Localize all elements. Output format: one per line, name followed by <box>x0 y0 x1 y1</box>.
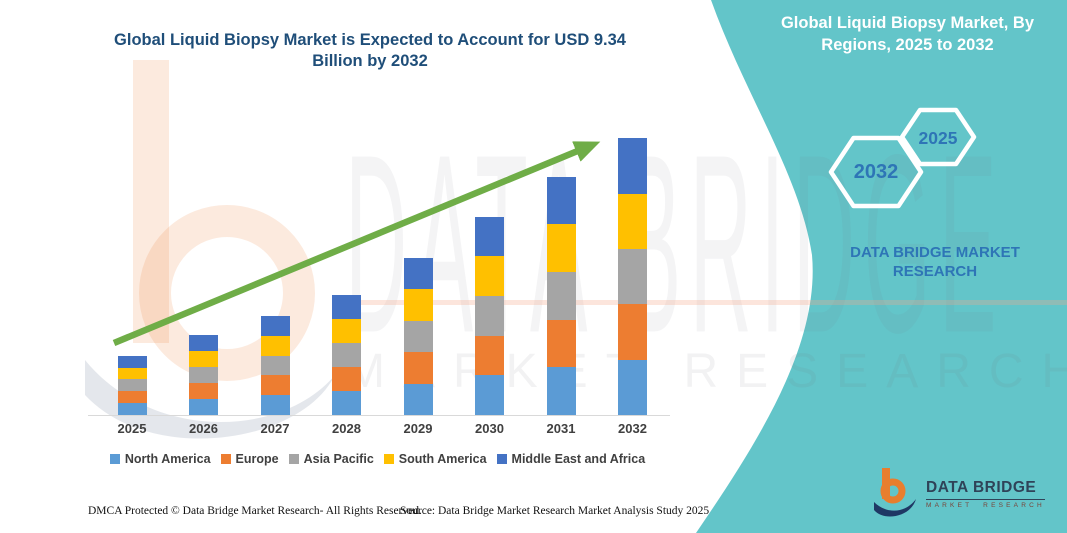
bar-segment-2027-europe <box>260 375 290 396</box>
bar-segment-2032-europe <box>618 304 647 360</box>
legend-item-asia-pacific: Asia Pacific <box>288 452 374 466</box>
bar-segment-2031-south-america <box>546 224 576 273</box>
bar-segment-2025-europe <box>117 391 147 404</box>
bar-segment-2032-north-america <box>618 359 647 415</box>
bar-segment-2026-north-america <box>189 399 218 415</box>
bar-segment-2029-south-america <box>403 289 433 321</box>
bar-segment-2030-north-america <box>475 375 504 415</box>
bar-segment-2026-asia-pacific <box>189 367 218 384</box>
legend-swatch-icon <box>496 454 507 464</box>
legend-swatch-icon <box>109 454 120 464</box>
bar-segment-2026-europe <box>189 383 218 399</box>
legend-label: Asia Pacific <box>303 452 374 466</box>
hexagon-label-2032: 2032 <box>853 161 899 183</box>
logo-subtitle: MARKET RESEARCH <box>926 502 1045 509</box>
bar-segment-2029-north-america <box>403 383 433 415</box>
bar-segment-2032-middle-east-and-africa <box>618 138 647 194</box>
logo: DATA BRIDGE MARKET RESEARCH <box>872 466 1045 522</box>
bar-segment-2028-north-america <box>332 391 361 415</box>
legend-label: Middle East and Africa <box>511 452 646 466</box>
bar-segment-2031-north-america <box>546 367 576 415</box>
footer-dmca-text: DMCA Protected © Data Bridge Market Rese… <box>88 505 422 517</box>
year-label-2027: 2027 <box>260 421 290 436</box>
bar-segment-2029-europe <box>403 352 433 384</box>
year-label-2031: 2031 <box>546 421 576 436</box>
legend-item-middle-east-and-africa: Middle East and Africa <box>496 452 646 466</box>
side-panel-title: Global Liquid Biopsy Market, By Regions,… <box>780 14 1035 54</box>
bar-segment-2028-europe <box>332 367 361 392</box>
logo-name: DATA BRIDGE <box>926 479 1045 500</box>
legend-swatch-icon <box>383 454 394 464</box>
legend-item-europe: Europe <box>220 452 279 466</box>
legend: North America Europe Asia Pacific South Ame… <box>85 452 670 466</box>
bar-segment-2028-asia-pacific <box>332 343 361 368</box>
bar-segment-2026-south-america <box>189 351 218 368</box>
year-label-2026: 2026 <box>189 421 218 436</box>
bar-segment-2030-asia-pacific <box>475 296 504 336</box>
bar-segment-2027-south-america <box>260 335 290 356</box>
year-label-2029: 2029 <box>403 421 433 436</box>
legend-item-north-america: North America <box>109 452 211 466</box>
logo-emblem-icon <box>874 468 916 517</box>
legend-swatch-icon <box>220 454 231 464</box>
bar-segment-2028-middle-east-and-africa <box>332 295 361 320</box>
bar-segment-2032-asia-pacific <box>618 248 647 305</box>
bar-segment-2030-europe <box>475 335 504 376</box>
year-label-2030: 2030 <box>475 421 504 436</box>
logo-text-block: DATA BRIDGE MARKET RESEARCH <box>926 479 1045 509</box>
legend-label: Europe <box>235 452 279 466</box>
bar-segment-2030-south-america <box>475 256 504 296</box>
bar-segment-2031-europe <box>546 319 576 368</box>
x-axis-line <box>88 415 670 416</box>
legend-label: South America <box>398 452 487 466</box>
bar-segment-2027-middle-east-and-africa <box>260 315 290 336</box>
bar-segment-2031-middle-east-and-africa <box>546 176 576 225</box>
bar-segment-2027-north-america <box>260 395 290 415</box>
bar-segment-2026-middle-east-and-africa <box>189 335 218 352</box>
year-label-2025: 2025 <box>117 421 147 436</box>
chart-title: Global Liquid Biopsy Market is Expected … <box>114 31 626 70</box>
year-label-2032: 2032 <box>618 421 647 436</box>
bar-segment-2025-middle-east-and-africa <box>117 355 147 368</box>
bar-segment-2030-middle-east-and-africa <box>475 216 504 257</box>
legend-label: North America <box>124 452 211 466</box>
bar-segment-2027-asia-pacific <box>260 355 290 376</box>
footer-source-text: Source: Data Bridge Market Research Mark… <box>400 505 710 517</box>
bar-segment-2025-asia-pacific <box>117 379 147 392</box>
year-label-2028: 2028 <box>332 421 361 436</box>
legend-swatch-icon <box>288 454 299 464</box>
bar-segment-2029-middle-east-and-africa <box>403 258 433 290</box>
bar-segment-2032-south-america <box>618 193 647 249</box>
bar-segment-2025-south-america <box>117 367 147 380</box>
bar-segment-2029-asia-pacific <box>403 320 433 353</box>
legend-item-south-america: South America <box>383 452 487 466</box>
bar-segment-2025-north-america <box>117 403 147 415</box>
bar-segment-2031-asia-pacific <box>546 272 576 320</box>
bar-segment-2028-south-america <box>332 319 361 344</box>
brand-text: DATA BRIDGE MARKET RESEARCH <box>850 244 1020 280</box>
hexagon-label-2025: 2025 <box>918 128 958 148</box>
